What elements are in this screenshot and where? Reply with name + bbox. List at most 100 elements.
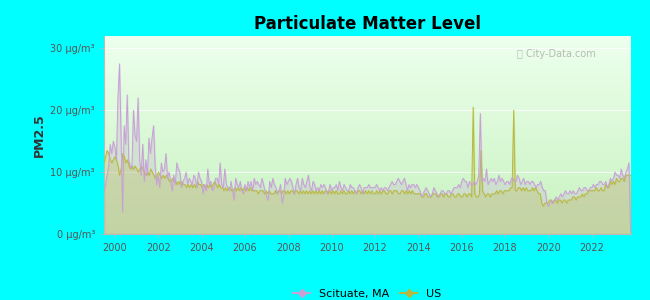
Bar [104, 170, 630, 171]
Bar [104, 154, 630, 155]
Bar [104, 76, 630, 78]
Bar [104, 80, 630, 82]
Bar [104, 187, 630, 188]
Bar [104, 213, 630, 214]
Bar [104, 215, 630, 216]
Bar [104, 134, 630, 135]
Bar [104, 139, 630, 140]
Bar [104, 52, 630, 53]
Bar [104, 120, 630, 121]
Bar [104, 101, 630, 102]
Bar [104, 105, 630, 106]
Bar [104, 163, 630, 164]
Bar [104, 232, 630, 233]
Bar [104, 216, 630, 217]
Bar [104, 141, 630, 142]
Bar [104, 98, 630, 99]
Bar [104, 128, 630, 129]
Bar [104, 179, 630, 181]
Bar [104, 83, 630, 85]
Bar [104, 230, 630, 231]
Bar [104, 92, 630, 93]
Bar [104, 148, 630, 149]
Bar [104, 95, 630, 96]
Bar [104, 129, 630, 130]
Bar [104, 162, 630, 163]
Bar [104, 225, 630, 226]
Bar [104, 103, 630, 104]
Bar [104, 57, 630, 58]
Bar [104, 88, 630, 89]
Bar [104, 231, 630, 232]
Bar [104, 145, 630, 146]
Bar [104, 168, 630, 169]
Bar [104, 72, 630, 73]
Bar [104, 176, 630, 177]
Bar [104, 65, 630, 66]
Bar [104, 64, 630, 65]
Bar [104, 40, 630, 41]
Bar [104, 122, 630, 123]
Bar [104, 38, 630, 39]
Bar [104, 46, 630, 47]
Bar [104, 160, 630, 161]
Bar [104, 167, 630, 168]
Bar [104, 177, 630, 178]
Bar [104, 178, 630, 179]
Bar [104, 149, 630, 150]
Bar [104, 94, 630, 95]
Bar [104, 161, 630, 162]
Bar [104, 79, 630, 80]
Bar [104, 146, 630, 147]
Bar [104, 136, 630, 137]
Bar [104, 127, 630, 128]
Bar [104, 116, 630, 117]
Bar [104, 157, 630, 158]
Bar [104, 131, 630, 132]
Bar [104, 165, 630, 166]
Bar [104, 130, 630, 131]
Bar [104, 114, 630, 115]
Bar [104, 147, 630, 148]
Bar [104, 124, 630, 125]
Bar [104, 99, 630, 100]
Bar [104, 142, 630, 143]
Bar [104, 89, 630, 91]
Bar [104, 226, 630, 227]
Bar [104, 174, 630, 175]
Bar [104, 135, 630, 136]
Bar [104, 106, 630, 107]
Bar [104, 210, 630, 211]
Bar [104, 143, 630, 144]
Bar [104, 93, 630, 94]
Bar [104, 172, 630, 174]
Bar [104, 58, 630, 59]
Bar [104, 175, 630, 176]
Bar [104, 192, 630, 194]
Bar [104, 56, 630, 57]
Bar [104, 62, 630, 63]
Bar [104, 194, 630, 195]
Bar [104, 144, 630, 145]
Bar [104, 108, 630, 109]
Bar [104, 70, 630, 71]
Bar [104, 223, 630, 224]
Bar [104, 51, 630, 52]
Bar [104, 221, 630, 222]
Bar [104, 90, 630, 92]
Bar [104, 195, 630, 196]
Bar [104, 153, 630, 154]
Bar [104, 233, 630, 234]
Bar [104, 75, 630, 76]
Bar [104, 100, 630, 101]
Bar [104, 133, 630, 134]
Bar [104, 68, 630, 69]
Bar [104, 158, 630, 159]
Bar [104, 43, 630, 44]
Bar [104, 61, 630, 62]
Bar [104, 218, 630, 219]
Bar [104, 152, 630, 153]
Bar [104, 206, 630, 207]
Bar [104, 36, 630, 37]
Bar [104, 150, 630, 151]
